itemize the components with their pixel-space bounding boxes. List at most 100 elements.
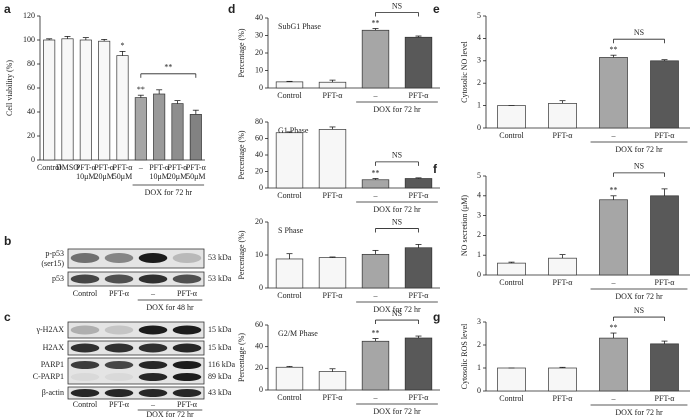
bar <box>318 257 347 289</box>
x-tick-label: – <box>373 91 379 100</box>
error-bar <box>286 253 293 259</box>
lane-label: PFT-α <box>177 289 198 298</box>
x-tick-label: 20μM <box>94 172 113 181</box>
bracket-label: NS <box>392 217 402 226</box>
error-bar <box>64 36 71 39</box>
significance: ** <box>137 85 145 94</box>
x-tick-label: PFT-α <box>553 131 574 140</box>
kda-label: 53 kDa <box>208 274 232 283</box>
y-tick-label: 3 <box>477 317 481 326</box>
blot-row-label: β-actin <box>42 388 64 397</box>
x-tick-label: Control <box>277 291 302 300</box>
bar <box>548 257 577 276</box>
x-tick-label: DMSO <box>56 163 79 172</box>
significance: ** <box>610 323 618 332</box>
x-tick-label: – <box>611 394 617 403</box>
group-label: DOX for 72 hr <box>145 188 193 197</box>
y-tick-label: 3 <box>477 56 481 65</box>
significance: ** <box>372 18 380 27</box>
y-tick-label: 20 <box>27 131 35 140</box>
blot-band <box>70 373 100 381</box>
lane-label: – <box>150 289 156 298</box>
y-axis-label: Percentage (%) <box>237 333 246 382</box>
blot-band <box>172 361 202 369</box>
error-bar <box>559 100 566 104</box>
blot-band <box>172 253 202 263</box>
error-bar <box>372 178 379 180</box>
error-bar <box>174 100 181 104</box>
y-tick-label: 1 <box>477 100 481 109</box>
x-tick-label: – <box>611 278 617 287</box>
y-tick-label: 20 <box>255 166 263 175</box>
y-tick-label: 3 <box>477 210 481 219</box>
x-tick-label: PFT-α <box>655 131 676 140</box>
x-tick-label: PFT-α <box>168 163 189 172</box>
bar <box>275 81 304 89</box>
bar <box>98 40 111 161</box>
significance: ** <box>372 168 380 177</box>
bar <box>361 253 390 289</box>
lane-label: PFT-α <box>177 400 198 409</box>
bar <box>153 93 166 161</box>
lane-label: PFT-α <box>109 289 130 298</box>
blot-band <box>104 373 134 381</box>
y-tick-label: 60 <box>255 320 263 329</box>
significance: ** <box>610 186 618 195</box>
blot-row-label: H2AX <box>43 343 65 352</box>
x-tick-label: Control <box>499 131 524 140</box>
blot-band <box>138 389 168 397</box>
error-bar <box>372 249 379 255</box>
x-tick-label: PFT-α <box>409 191 430 200</box>
x-tick-label: PFT-α <box>113 163 134 172</box>
panel-label: b <box>4 234 11 248</box>
blot-band <box>172 325 202 335</box>
error-bar <box>329 79 336 83</box>
blot-strip <box>67 340 205 356</box>
bar <box>79 39 92 161</box>
x-tick-label: Control <box>37 163 62 172</box>
panel-label: g <box>433 310 440 324</box>
error-bar <box>610 195 617 200</box>
y-axis-label: Percentage (%) <box>237 28 246 77</box>
y-tick-label: 40 <box>255 341 263 350</box>
panel-label: f <box>433 162 438 176</box>
error-bar <box>46 38 53 40</box>
bar <box>497 367 526 392</box>
x-tick-label: 10μM <box>149 172 168 181</box>
error-bar <box>610 54 617 58</box>
y-tick-label: 1 <box>477 250 481 259</box>
error-bar <box>286 131 293 133</box>
blot-row-label: PARP1 <box>41 360 64 369</box>
y-tick-label: 100 <box>23 35 35 44</box>
x-tick-label: – <box>611 131 617 140</box>
bar <box>650 343 679 392</box>
lane-label: Control <box>73 289 98 298</box>
significance: ** <box>610 45 618 54</box>
blot-band <box>70 274 100 284</box>
y-tick-label: 4 <box>477 191 481 200</box>
error-bar <box>372 28 379 31</box>
y-tick-label: 60 <box>27 83 35 92</box>
bar <box>599 57 628 129</box>
error-bar <box>415 335 422 338</box>
x-tick-label: Control <box>499 278 524 287</box>
blot-band <box>138 325 168 335</box>
error-bar <box>508 261 515 264</box>
x-tick-label: PFT-α <box>186 163 207 172</box>
panel-label: c <box>4 310 11 324</box>
y-tick-label: 20 <box>255 363 263 372</box>
group-label: DOX for 48 hr <box>146 303 194 312</box>
error-bar <box>372 338 379 342</box>
x-tick-label: PFT-α <box>409 393 430 402</box>
kda-label: 53 kDa <box>208 253 232 262</box>
y-tick-label: 2 <box>477 230 481 239</box>
y-tick-label: 0 <box>477 386 481 395</box>
y-tick-label: 0 <box>259 283 263 292</box>
bar <box>318 129 347 189</box>
blot-band <box>104 253 134 263</box>
blot-band <box>104 274 134 284</box>
x-tick-label: PFT-α <box>323 91 344 100</box>
error-bar <box>661 59 668 61</box>
error-bar <box>329 126 336 130</box>
error-bar <box>329 368 336 372</box>
